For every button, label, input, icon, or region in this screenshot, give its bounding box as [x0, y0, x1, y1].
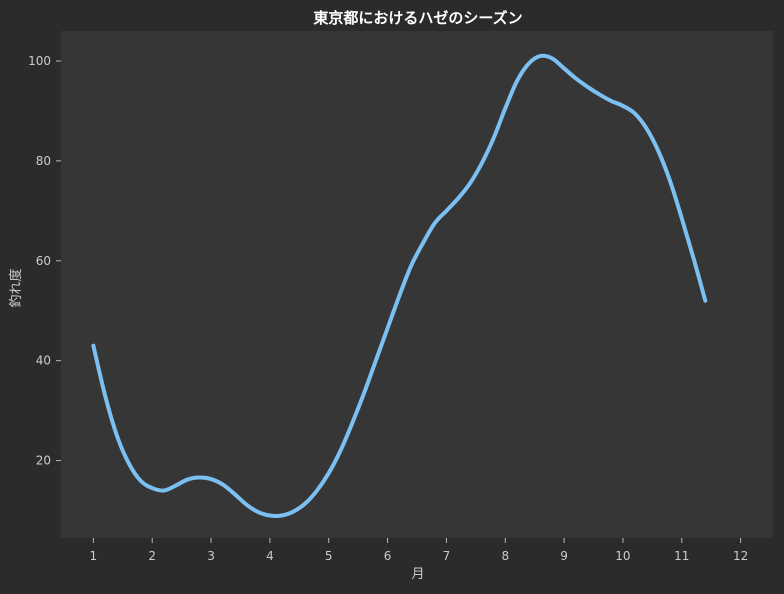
x-tick-label: 8: [501, 549, 509, 563]
x-tick-label: 3: [207, 549, 215, 563]
x-axis: 1 2 3 4 5 6 7 8 9 10 11 12: [90, 538, 748, 563]
y-tick-label: 60: [36, 254, 51, 268]
y-tick-label: 20: [36, 454, 51, 468]
x-tick-label: 5: [325, 549, 333, 563]
x-tick-label: 2: [148, 549, 156, 563]
x-tick-label: 1: [90, 549, 98, 563]
x-axis-label: 月: [411, 567, 424, 582]
y-tick-label: 100: [28, 54, 51, 68]
series-line: [91, 53, 708, 518]
y-axis-label: 釣れ度: [8, 268, 24, 307]
x-tick-label: 4: [266, 549, 274, 563]
x-tick-label: 12: [733, 549, 748, 563]
y-tick-label: 80: [36, 154, 51, 168]
x-tick-label: 10: [615, 549, 630, 563]
x-tick-label: 7: [443, 549, 451, 563]
plot-area: [61, 31, 773, 538]
x-tick-label: 6: [384, 549, 392, 563]
x-tick-label: 11: [674, 549, 689, 563]
x-tick-label: 9: [560, 549, 568, 563]
chart-title: 東京都におけるハゼのシーズン: [313, 9, 522, 27]
y-tick-label: 40: [36, 354, 51, 368]
y-axis: 20 40 60 80 100: [28, 54, 61, 468]
